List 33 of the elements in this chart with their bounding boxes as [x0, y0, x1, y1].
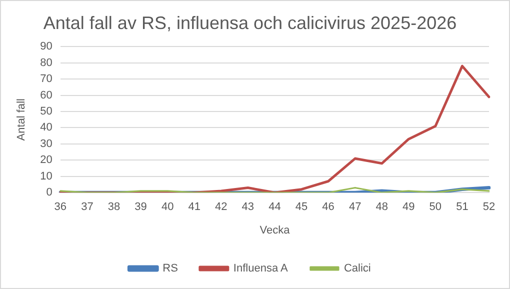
x-tick-label: 50	[429, 201, 442, 214]
y-tick-label: 90	[40, 40, 52, 53]
x-tick-label: 44	[268, 201, 281, 214]
chart-title: Antal fall av RS, influensa och calicivirus 2025-2026	[43, 12, 457, 33]
legend-label: Calici	[344, 262, 371, 275]
x-tick-label: 37	[81, 201, 94, 214]
y-tick-label: 60	[40, 89, 52, 102]
x-tick-label: 46	[322, 201, 334, 214]
y-tick-label: 20	[40, 154, 52, 166]
x-tick-label: 41	[188, 201, 200, 214]
x-tick-label: 51	[456, 201, 468, 214]
y-tick-label: 80	[40, 56, 52, 69]
x-tick-label: 45	[295, 201, 308, 214]
x-tick-label: 48	[376, 201, 388, 214]
legend-label: Influensa A	[233, 262, 289, 275]
x-tick-label: 42	[215, 201, 228, 214]
legend-label: RS	[162, 262, 178, 275]
x-tick-label: 47	[348, 201, 362, 214]
y-tick-label: 70	[40, 73, 52, 86]
x-tick-label: 36	[54, 201, 67, 214]
x-tick-label: 49	[402, 201, 415, 214]
x-tick-label: 52	[482, 201, 496, 214]
x-tick-label: 39	[134, 201, 147, 214]
y-tick-label: 40	[40, 122, 52, 134]
x-axis-title: Vecka	[260, 224, 291, 236]
y-tick-label: 10	[40, 170, 52, 182]
y-axis-title: Antal fall	[16, 98, 28, 141]
x-tick-label: 43	[242, 201, 254, 214]
y-tick-label: 0	[46, 186, 52, 199]
y-tick-label: 30	[40, 138, 52, 150]
y-tick-label: 50	[40, 106, 52, 118]
x-tick-label: 38	[108, 201, 120, 214]
x-tick-label: 40	[161, 201, 174, 214]
